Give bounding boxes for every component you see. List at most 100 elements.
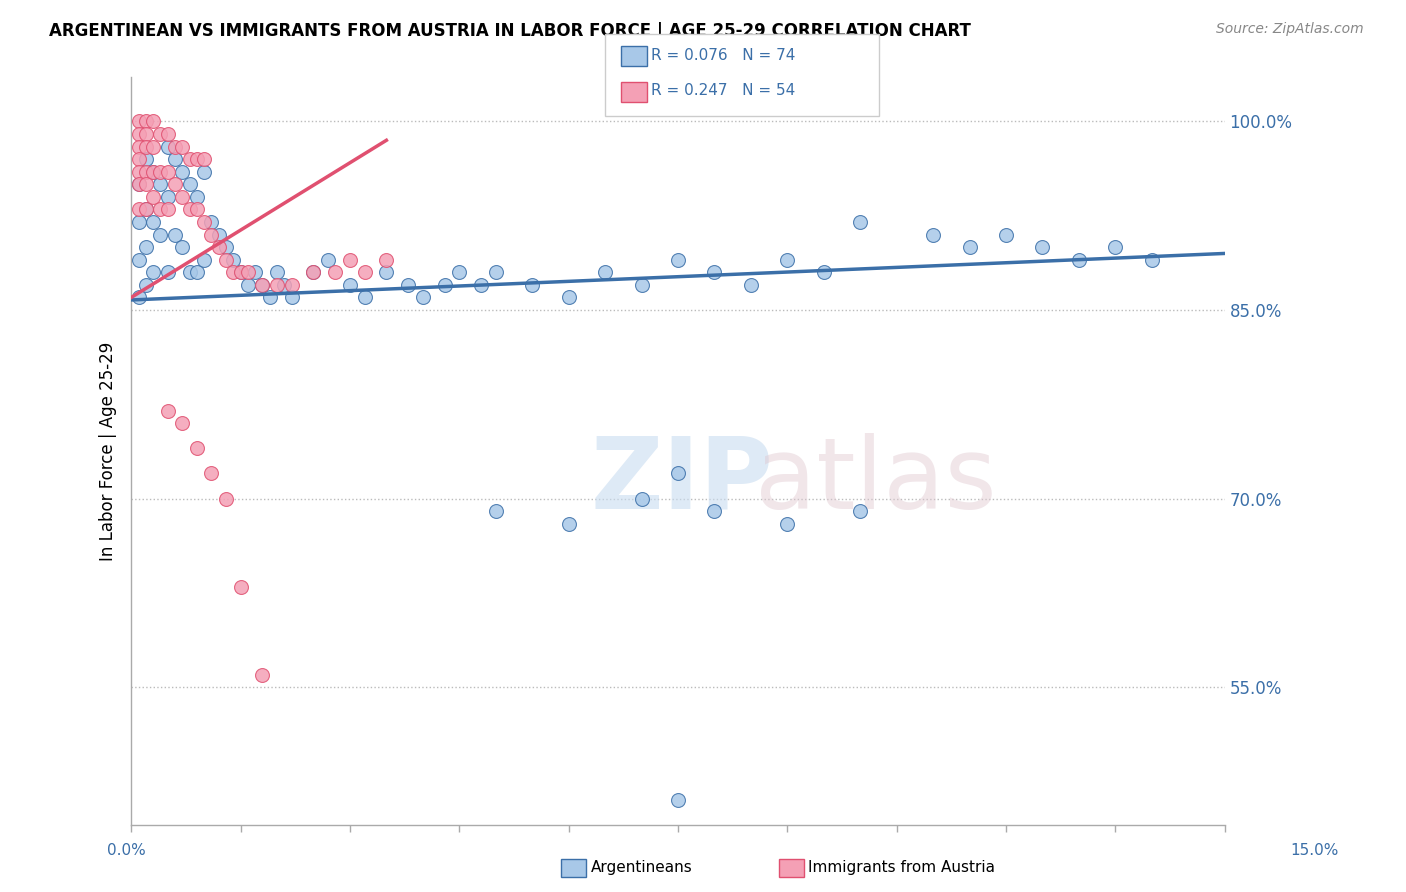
Point <box>128 165 150 179</box>
Point <box>813 265 835 279</box>
Point <box>215 252 238 267</box>
Point <box>222 265 245 279</box>
Point <box>229 580 252 594</box>
Point <box>375 252 398 267</box>
Text: R = 0.076   N = 74: R = 0.076 N = 74 <box>651 48 796 62</box>
Point <box>776 516 799 531</box>
Point <box>259 290 281 304</box>
Point <box>135 202 157 217</box>
Y-axis label: In Labor Force | Age 25-29: In Labor Force | Age 25-29 <box>100 342 117 561</box>
Point <box>703 265 725 279</box>
Point <box>229 265 252 279</box>
Point <box>156 190 179 204</box>
Point <box>142 190 165 204</box>
Point <box>252 277 274 292</box>
Point <box>135 202 157 217</box>
Point <box>135 240 157 254</box>
Point <box>557 290 579 304</box>
Point <box>128 290 150 304</box>
Point <box>135 277 157 292</box>
Point <box>208 227 231 242</box>
Point <box>849 215 872 229</box>
Point <box>156 127 179 141</box>
Point <box>142 265 165 279</box>
Point <box>1140 252 1163 267</box>
Point <box>229 265 252 279</box>
Point <box>186 190 208 204</box>
Point <box>179 265 201 279</box>
Point <box>485 504 508 518</box>
Point <box>266 265 288 279</box>
Point <box>149 202 172 217</box>
Point <box>302 265 325 279</box>
Point <box>215 491 238 506</box>
Point <box>179 152 201 166</box>
Point <box>163 152 186 166</box>
Point <box>193 152 215 166</box>
Point <box>208 240 231 254</box>
Point <box>135 178 157 192</box>
Point <box>280 290 302 304</box>
Point <box>222 252 245 267</box>
Point <box>776 252 799 267</box>
Point <box>179 178 201 192</box>
Point <box>149 227 172 242</box>
Point <box>128 152 150 166</box>
Point <box>412 290 434 304</box>
Point <box>666 467 689 481</box>
Point <box>740 277 762 292</box>
Point <box>128 202 150 217</box>
Point <box>703 504 725 518</box>
Point <box>449 265 471 279</box>
Point <box>142 215 165 229</box>
Point <box>995 227 1018 242</box>
Point <box>135 139 157 153</box>
Point <box>252 277 274 292</box>
Point <box>149 178 172 192</box>
Point <box>149 127 172 141</box>
Point <box>128 127 150 141</box>
Point <box>163 227 186 242</box>
Text: R = 0.247   N = 54: R = 0.247 N = 54 <box>651 84 796 98</box>
Point <box>630 491 652 506</box>
Point <box>375 265 398 279</box>
Point <box>156 139 179 153</box>
Point <box>922 227 945 242</box>
Text: Immigrants from Austria: Immigrants from Austria <box>808 860 995 874</box>
Point <box>142 165 165 179</box>
Point <box>156 202 179 217</box>
Point <box>630 277 652 292</box>
Point <box>186 442 208 456</box>
Point <box>172 139 194 153</box>
Text: ZIP: ZIP <box>591 433 773 530</box>
Point <box>179 202 201 217</box>
Point <box>142 165 165 179</box>
Point <box>485 265 508 279</box>
Point <box>128 252 150 267</box>
Point <box>470 277 492 292</box>
Point <box>128 139 150 153</box>
Text: 15.0%: 15.0% <box>1291 843 1339 858</box>
Point <box>959 240 981 254</box>
Point <box>339 277 361 292</box>
Point <box>135 165 157 179</box>
Point <box>353 290 375 304</box>
Point <box>156 265 179 279</box>
Point <box>200 215 222 229</box>
Point <box>302 265 325 279</box>
Point <box>243 265 266 279</box>
Point <box>849 504 872 518</box>
Point <box>1031 240 1053 254</box>
Point <box>142 114 165 128</box>
Point <box>353 265 375 279</box>
Point <box>128 178 150 192</box>
Point <box>128 114 150 128</box>
Point <box>172 165 194 179</box>
Point <box>200 467 222 481</box>
Point <box>666 793 689 807</box>
Text: ARGENTINEAN VS IMMIGRANTS FROM AUSTRIA IN LABOR FORCE | AGE 25-29 CORRELATION CH: ARGENTINEAN VS IMMIGRANTS FROM AUSTRIA I… <box>49 22 972 40</box>
Point <box>156 403 179 417</box>
Text: 0.0%: 0.0% <box>107 843 146 858</box>
Point <box>135 114 157 128</box>
Point <box>236 265 259 279</box>
